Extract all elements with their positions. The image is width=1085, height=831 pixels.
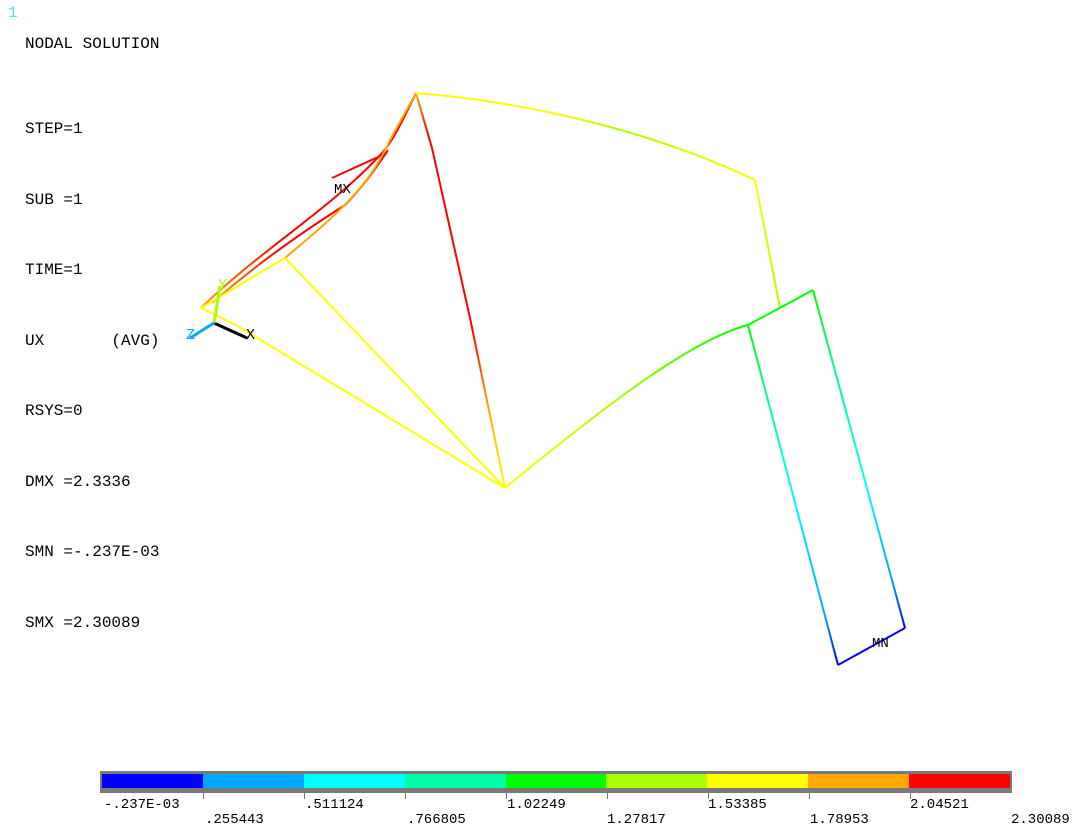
legend-band-3 [303,774,405,788]
legend-band-2 [202,774,304,788]
legend-label-6: 1.27817 [607,812,666,828]
legend-band-7 [707,774,809,788]
info-result-item: UX (AVG) [25,331,160,350]
window-number: 1 [8,4,18,22]
edge-inner-diag [284,257,506,489]
legend-label-7: 1.53385 [708,797,767,813]
mesh-edges [200,92,906,666]
legend-band-9 [909,774,1011,788]
legend-tick [809,793,810,799]
legend-label-2: .255443 [205,812,264,828]
triad-x-label: X [246,327,255,344]
legend-tick [708,793,709,799]
edge-lower-diag [504,324,749,489]
legend-label-1: -.237E-03 [104,797,180,813]
info-rsys: RSYS=0 [25,402,83,420]
triad-x-axis [213,321,248,340]
legend-tick [203,793,204,799]
edge-left-tip-a [200,257,286,309]
legend-band-6 [606,774,708,788]
edge-right-column [812,289,906,629]
contour-legend-bar [100,771,1012,793]
legend-label-5: 1.02249 [507,797,566,813]
edge-right-vertical [754,179,781,309]
info-smn: SMN =-.237E-03 [25,543,160,561]
edge-upper-red [200,92,417,309]
info-step: STEP=1 [25,120,83,138]
info-smx: SMX =2.30089 [25,613,141,632]
triad-y-label: Y [218,277,227,294]
edge-left-column [747,324,839,666]
edge-connector [747,289,814,326]
legend-tick [405,793,406,799]
legend-band-5 [505,774,607,788]
legend-label-8: 1.78953 [810,812,869,828]
legend-tick [506,793,507,799]
info-dmx: DMX =2.3336 [25,472,131,491]
triad-y-axis [212,285,222,324]
info-sub: SUB =1 [25,190,83,209]
result-info-block: STEP=1 SUB =1 TIME=1 UX (AVG) RSYS=0 DMX… [25,71,159,659]
edge-bottom-left [235,324,506,489]
edge-outer-orange [284,92,417,259]
legend-label-3: .511124 [305,797,364,813]
legend-tick [910,793,911,799]
edge-top-arc [415,92,756,181]
coordinate-triad: X Y Z [186,277,255,344]
edge-left-tip-b [200,307,237,326]
triad-z-axis [189,321,215,340]
legend-tick [607,793,608,799]
triad-z-label: Z [186,327,195,344]
legend-band-8 [808,774,910,788]
legend-band-1 [102,774,203,788]
edge-bottom [837,627,906,666]
legend-label-10: 2.30089 [1011,812,1070,828]
legend-label-9: 2.04521 [910,797,969,813]
legend-label-4: .766805 [407,812,466,828]
legend-band-4 [404,774,506,788]
edge-upper-cross [331,152,388,179]
edge-diagonal [415,92,506,489]
info-time: TIME=1 [25,261,83,279]
max-marker: MX [334,182,351,198]
legend-tick [304,793,305,799]
min-marker: MN [872,636,889,652]
plot-title: NODAL SOLUTION [25,35,160,53]
